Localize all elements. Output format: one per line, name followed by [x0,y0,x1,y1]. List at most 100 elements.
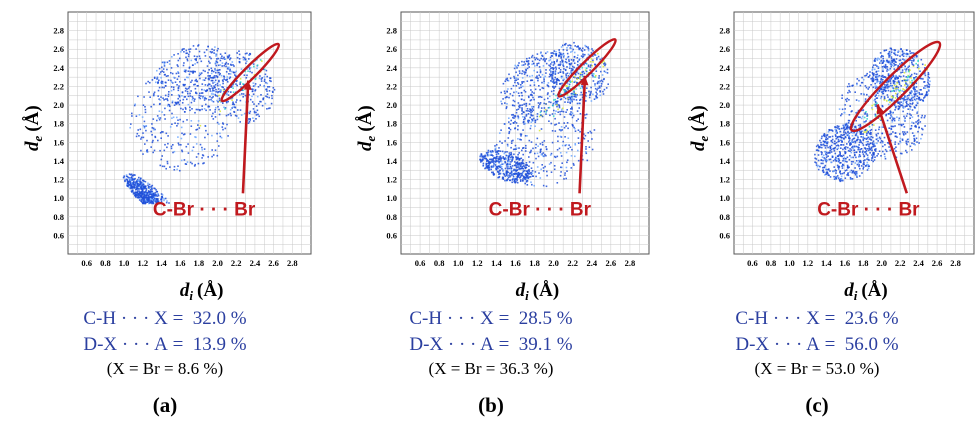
fingerprint-dot [893,84,896,87]
fingerprint-dot [534,88,537,91]
fingerprint-dot [526,184,529,186]
fingerprint-dot [504,175,507,177]
fingerprint-dot [846,143,848,145]
fingerprint-dot [906,151,908,154]
fingerprint-dot [171,100,174,103]
fingerprint-dot [571,112,574,115]
fingerprint-dot [900,101,902,103]
fingerprint-dot [905,115,908,117]
fingerprint-dot [885,113,888,116]
fingerprint-dot [565,42,567,45]
fingerprint-dot [927,79,929,81]
fingerprint-dot [126,183,128,186]
fingerprint-dot [523,178,526,180]
fingerprint-dot [580,79,583,81]
fingerprint-dot [922,128,924,131]
fingerprint-dot [834,134,837,136]
fingerprint-dot [188,48,190,51]
fingerprint-dot [512,116,514,119]
fingerprint-dot [182,133,185,136]
fingerprint-dot [495,157,498,159]
fingerprint-dot [514,127,517,129]
fingerprint-dot [573,41,575,44]
fingerprint-dot [882,76,884,78]
fingerprint-dot [510,169,513,171]
fingerprint-dot [199,77,201,80]
fingerprint-dot [851,146,853,149]
fingerprint-dot [528,176,531,178]
fingerprint-dot [138,135,140,137]
fingerprint-dot [163,99,165,101]
fingerprint-dot [900,75,902,78]
fingerprint-dot [185,145,188,148]
fingerprint-dot [881,88,883,91]
fingerprint-dot [206,89,208,92]
fingerprint-dot [868,147,871,149]
fingerprint-dot [515,148,517,150]
x-tick-label: 2.0 [876,258,887,268]
fingerprint-dot [498,161,500,163]
fingerprint-dot [249,52,251,55]
fingerprint-dot [215,55,217,57]
fingerprint-dot [871,157,873,159]
fingerprint-dot [858,159,861,162]
fingerprint-dot [134,186,136,189]
fingerprint-dot [913,98,916,101]
fingerprint-dot [592,73,595,75]
fingerprint-dot [578,59,581,61]
fingerprint-dot [222,57,224,60]
fingerprint-dot [889,47,892,50]
fingerprint-dot [140,200,143,202]
fingerprint-dot [545,72,547,74]
fingerprint-dot [129,182,132,185]
fingerprint-dot [161,86,164,89]
stats-block-b: C-H · · · X = 28.5 % D-X · · · A = 39.1 … [326,306,656,420]
fingerprint-dot [898,83,901,86]
fingerprint-dot [238,50,240,52]
fingerprint-dot [564,144,567,147]
fingerprint-dot [522,175,525,177]
fingerprint-dot [815,162,818,164]
fingerprint-dot [239,78,242,80]
fingerprint-dot [507,137,510,139]
fingerprint-cloud [479,41,609,188]
fingerprint-dot [266,96,269,98]
fingerprint-dot [870,84,872,86]
fingerprint-dot [518,158,521,161]
fingerprint-dot [548,75,551,78]
fingerprint-dot [492,155,494,157]
fingerprint-dot [202,95,204,98]
fingerprint-dot [201,146,203,149]
fingerprint-dot [520,157,523,160]
fingerprint-dot [531,172,534,174]
fingerprint-dot [543,98,546,101]
fingerprint-dot [902,107,905,109]
fingerprint-dot [546,51,549,53]
fingerprint-dot [556,100,558,103]
fingerprint-dot [263,76,266,78]
fingerprint-dot [859,133,862,135]
fingerprint-dot [219,53,222,55]
fingerprint-dot [902,123,905,126]
fingerprint-dot [924,64,926,66]
fingerprint-dot [139,181,141,183]
fingerprint-dot [900,66,903,69]
fingerprint-dot [137,179,139,182]
fingerprint-dot [890,125,893,128]
fingerprint-dot [553,61,556,63]
fingerprint-dot [211,90,213,93]
fingerprint-dot [217,47,219,50]
fingerprint-dot [221,55,223,57]
fingerprint-dot [536,77,538,79]
fingerprint-dot [513,168,515,171]
fingerprint-dot [589,93,591,96]
fingerprint-dot [222,80,224,83]
fingerprint-dot [885,81,888,84]
fingerprint-dot [552,104,554,107]
fingerprint-dot [506,77,509,80]
fingerprint-dot [500,129,502,131]
fingerprint-dot [267,107,270,110]
fingerprint-dot [820,153,823,156]
fingerprint-dot [841,172,844,175]
fingerprint-dot [894,106,897,109]
